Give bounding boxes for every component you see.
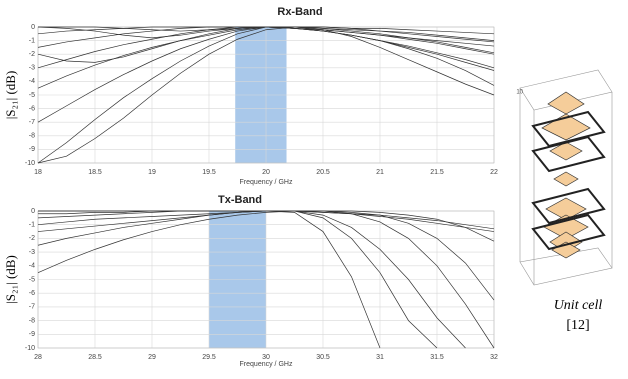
box-axis-label: 10 [516, 90, 523, 96]
chart-title: Rx-Band [277, 6, 322, 18]
x-axis-label: Frequency / GHz [240, 361, 293, 368]
x-tick-label: 18.5 [88, 169, 102, 176]
y-tick-label: -5 [29, 92, 35, 99]
x-tick-label: 20.5 [316, 169, 330, 176]
y-tick-label: -7 [29, 119, 35, 126]
x-tick-label: 31.5 [430, 354, 444, 361]
x-axis-label: Frequency / GHz [240, 179, 293, 186]
x-tick-label: 30 [262, 354, 270, 361]
y-tick-label: -9 [29, 331, 35, 338]
y-tick-label: -10 [25, 160, 35, 167]
x-tick-label: 28.5 [88, 354, 102, 361]
x-tick-label: 30.5 [316, 354, 330, 361]
unit-cell-drawing [519, 69, 613, 286]
y-tick-label: -5 [29, 276, 35, 283]
reference: [12] [566, 318, 589, 333]
y-tick-label: -6 [29, 105, 35, 112]
x-tick-label: 19.5 [202, 169, 216, 176]
chart-title: Tx-Band [218, 194, 262, 206]
y-tick-label: -4 [29, 263, 35, 270]
x-tick-label: 20 [262, 169, 270, 176]
y-tick-label: -3 [29, 65, 35, 72]
x-tick-label: 18 [34, 169, 42, 176]
x-tick-label: 22 [490, 169, 498, 176]
x-tick-label: 29.5 [202, 354, 216, 361]
curve [37, 26, 495, 164]
x-tick-label: 32 [490, 354, 498, 361]
y-tick-label: -9 [29, 146, 35, 153]
y-tick-label: -3 [29, 249, 35, 256]
y-tick-label: -8 [29, 317, 35, 324]
y-tick-label: -6 [29, 290, 35, 297]
y-tick-label: -8 [29, 133, 35, 140]
y-tick-label: -7 [29, 304, 35, 311]
y-tick-label: -1 [29, 222, 35, 229]
x-tick-label: 21 [376, 169, 384, 176]
curve [38, 210, 495, 242]
y-tick-label: -4 [29, 78, 35, 85]
x-tick-label: 21.5 [430, 169, 444, 176]
y-tick-label: -2 [29, 51, 35, 58]
y-axis-label: |S₂₁| (dB) [3, 255, 18, 304]
curve [37, 26, 495, 39]
x-tick-label: 19 [148, 169, 156, 176]
y-tick-label: 0 [31, 24, 35, 31]
y-tick-label: -2 [29, 235, 35, 242]
y-tick-label: 0 [31, 208, 35, 215]
caption: Unit cell [554, 298, 603, 313]
x-tick-label: 28 [34, 354, 42, 361]
curve [37, 210, 495, 273]
y-axis-label: |S₂₁| (dB) [3, 71, 18, 120]
y-tick-label: -1 [29, 37, 35, 44]
x-tick-label: 31 [376, 354, 384, 361]
x-tick-label: 29 [148, 354, 156, 361]
y-tick-label: -10 [25, 345, 35, 352]
